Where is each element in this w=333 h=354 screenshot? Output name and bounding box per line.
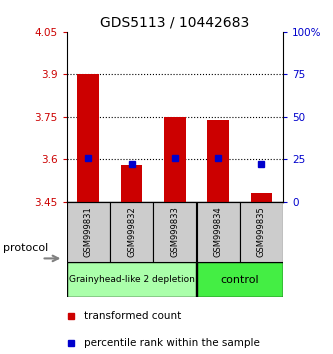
Bar (153, 202, 196, 262)
Text: Grainyhead-like 2 depletion: Grainyhead-like 2 depletion (69, 275, 194, 284)
Text: transformed count: transformed count (84, 311, 181, 321)
Text: GSM999831: GSM999831 (84, 206, 93, 257)
Text: GSM999835: GSM999835 (257, 206, 266, 257)
Bar (121, 165, 143, 202)
Bar (67, 262, 196, 297)
Bar (250, 193, 272, 202)
Text: GSM999834: GSM999834 (213, 206, 223, 257)
Text: control: control (220, 275, 259, 285)
Text: percentile rank within the sample: percentile rank within the sample (84, 338, 260, 348)
Bar (196, 262, 283, 297)
Bar (164, 117, 185, 202)
Text: GSM999832: GSM999832 (127, 206, 136, 257)
Bar (196, 202, 240, 262)
Bar (240, 202, 283, 262)
Bar (110, 202, 153, 262)
Bar (67, 202, 110, 262)
Bar (78, 74, 99, 202)
Title: GDS5113 / 10442683: GDS5113 / 10442683 (100, 15, 249, 29)
Text: protocol: protocol (3, 243, 49, 253)
Bar (207, 120, 229, 202)
Text: GSM999833: GSM999833 (170, 206, 179, 257)
